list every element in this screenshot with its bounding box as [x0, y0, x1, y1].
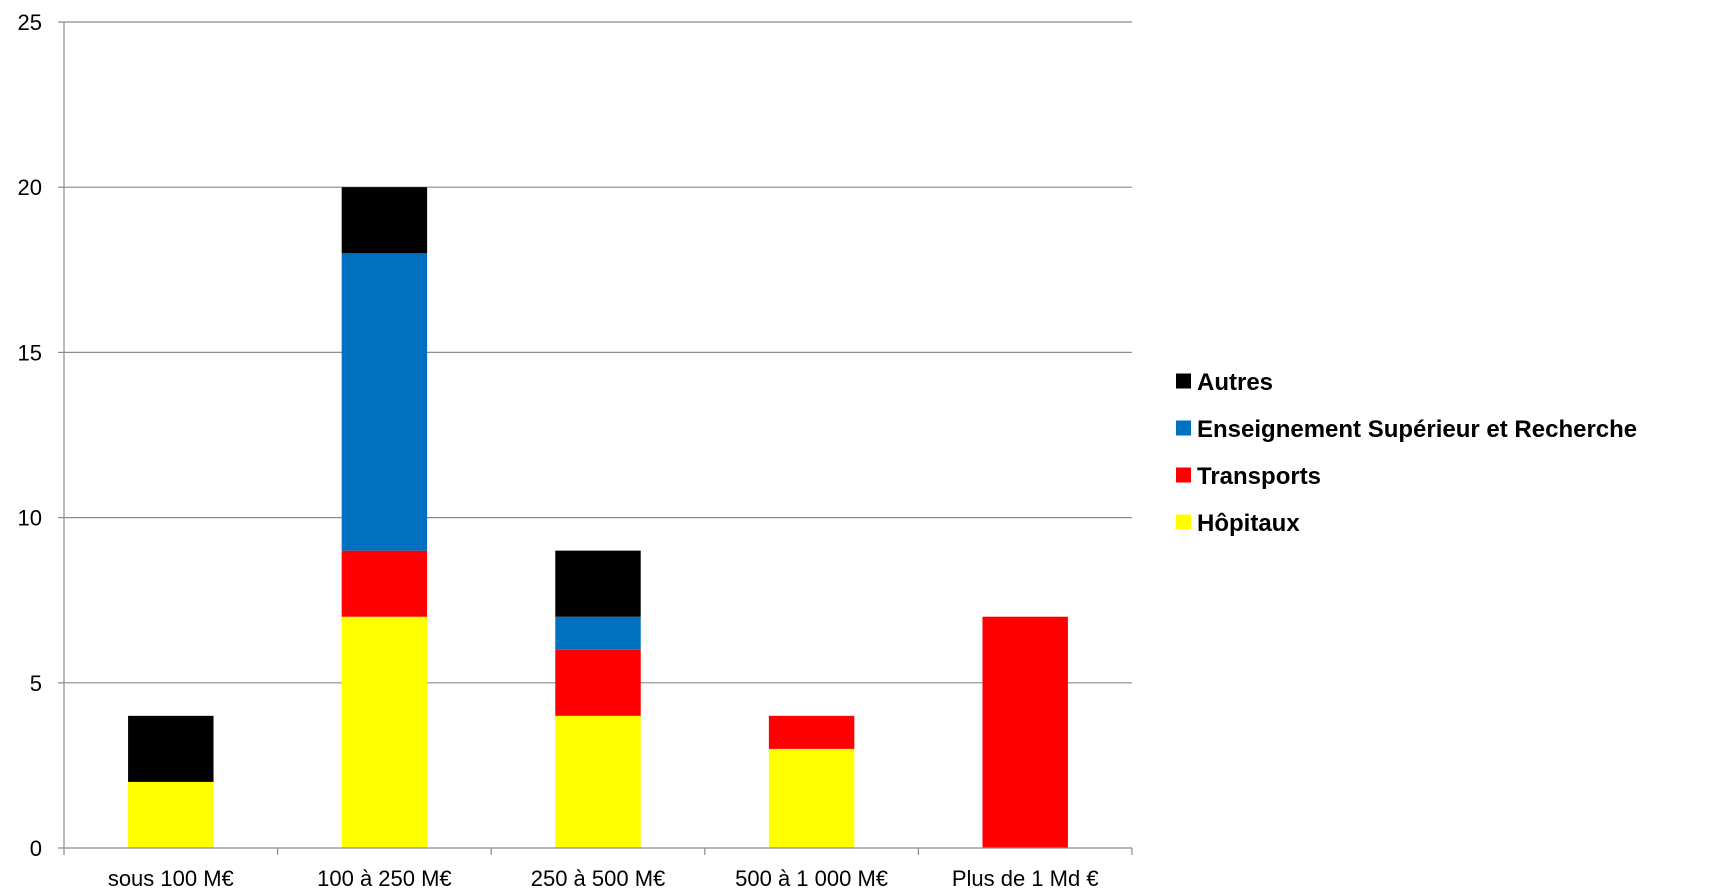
y-tick-label: 20: [18, 175, 42, 200]
bar-segment: [768, 748, 855, 848]
x-tick-label: sous 100 M€: [108, 866, 234, 888]
y-tick-label: 5: [30, 671, 42, 696]
bar-segment: [128, 715, 214, 782]
legend-swatch: [1176, 420, 1191, 436]
x-tick-label: 250 à 500 M€: [531, 866, 666, 888]
y-tick-label: 10: [18, 506, 42, 531]
legend-item: Transports: [1176, 463, 1321, 490]
legend-swatch: [1176, 373, 1191, 389]
legend-label: Hôpitaux: [1197, 510, 1300, 537]
legend-label: Transports: [1197, 463, 1321, 490]
x-tick-label: 500 à 1 000 M€: [735, 866, 888, 888]
legend: Autres Enseignement Supérieur et Recherch…: [1176, 369, 1637, 537]
legend-label: Enseignement Supérieur et Recherche: [1197, 416, 1637, 443]
axes: 0 5 10 15 20 25 sous 100 M€ 100 à 250 M€ 250 à 5…: [18, 10, 1133, 888]
bar-segment: [555, 550, 641, 617]
bar-segment: [555, 616, 641, 650]
y-tick-label: 25: [18, 10, 42, 35]
x-tick-label: Plus de 1 Md €: [952, 866, 1099, 888]
bar-segment: [341, 550, 428, 617]
legend-swatch: [1176, 514, 1191, 530]
bars: [128, 187, 1068, 848]
bar-segment: [341, 616, 428, 848]
x-tick-label: 100 à 250 M€: [317, 866, 452, 888]
legend-label: Autres: [1197, 369, 1273, 396]
bar-segment: [768, 715, 855, 749]
y-tick-label: 0: [30, 836, 42, 861]
bar-segment: [128, 781, 214, 848]
gridlines: [64, 21, 1132, 684]
legend-item: Autres: [1176, 369, 1273, 396]
bar-segment: [555, 715, 641, 848]
legend-item: Enseignement Supérieur et Recherche: [1176, 416, 1637, 443]
bar-segment: [555, 649, 641, 716]
bar-segment: [341, 187, 428, 254]
legend-swatch: [1176, 467, 1191, 483]
bar-segment: [982, 616, 1068, 848]
bar-segment: [341, 253, 428, 551]
y-tick-label: 15: [18, 340, 42, 365]
legend-item: Hôpitaux: [1176, 510, 1300, 537]
